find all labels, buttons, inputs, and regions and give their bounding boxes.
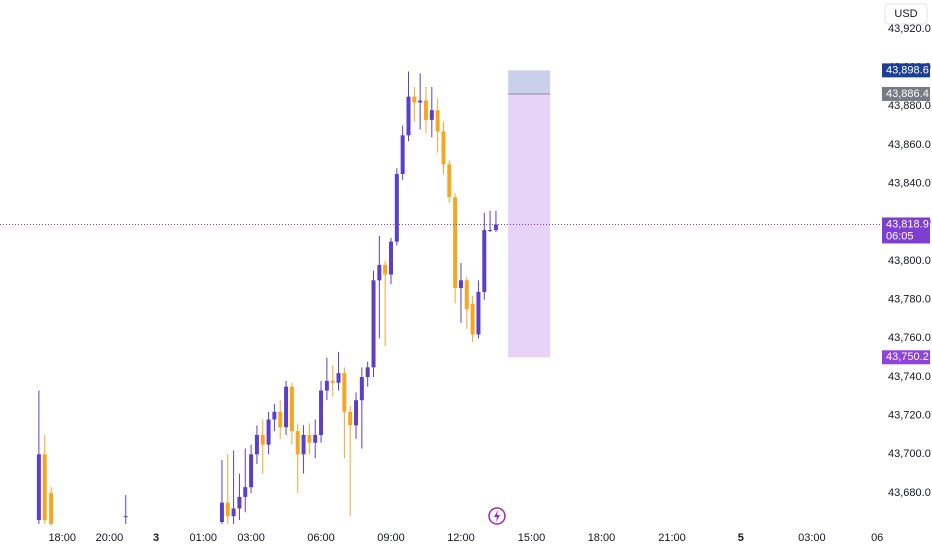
x-tick-label: 03:00: [798, 532, 826, 544]
replay-icon[interactable]: [488, 507, 506, 525]
price-label-bg: [882, 86, 930, 101]
y-tick-label: 43,680.0: [888, 487, 931, 499]
candle-body: [289, 386, 294, 432]
candle-body: [284, 386, 289, 428]
candle-body: [476, 291, 481, 335]
candle-body: [458, 280, 463, 289]
candle-body: [237, 496, 242, 509]
candle-body: [423, 100, 428, 120]
candle-body: [464, 280, 469, 310]
currency[interactable]: USD: [894, 8, 917, 20]
x-tick-label: 18:00: [48, 532, 76, 544]
candle-body: [406, 96, 411, 136]
candle-body: [354, 400, 359, 426]
candle-body: [36, 454, 41, 521]
x-tick-label: 12:00: [447, 532, 475, 544]
candle-body: [301, 435, 306, 455]
x-tick-label: 03:00: [237, 532, 265, 544]
x-tick-label: 06: [871, 532, 883, 544]
y-tick-label: 43,760.0: [888, 332, 931, 344]
candle-body: [272, 411, 277, 420]
price-label: 43,898.6: [886, 64, 929, 76]
candle-body: [394, 174, 399, 242]
candle-body: [383, 264, 388, 275]
candle-body: [254, 435, 259, 455]
price-label-bg: [882, 350, 930, 365]
candle-body: [319, 390, 324, 436]
candle-body: [313, 435, 318, 443]
target-zone: [508, 70, 551, 94]
y-tick-label: 43,800.0: [888, 255, 931, 267]
candle-body: [412, 96, 417, 103]
y-tick-label: 43,860.0: [888, 139, 931, 151]
price-label: 43,750.2: [886, 351, 929, 363]
stop-zone: [508, 93, 551, 358]
y-tick-label: 43,840.0: [888, 178, 931, 190]
candle-body: [429, 110, 434, 120]
candle-body: [400, 135, 405, 175]
x-tick-label: 5: [738, 532, 744, 544]
y-tick-label: 43,780.0: [888, 294, 931, 306]
candle-body: [482, 230, 487, 292]
countdown: 06:05: [886, 230, 914, 242]
candle-body: [307, 435, 312, 443]
candle-body: [243, 487, 248, 497]
candle-body: [278, 411, 283, 428]
x-tick-label: 18:00: [588, 532, 616, 544]
candle-body: [266, 419, 271, 445]
candle-body: [260, 435, 265, 445]
candle-body: [336, 373, 341, 383]
candle-body: [441, 131, 446, 165]
candle-body: [389, 241, 394, 275]
price-label: 43,886.4: [886, 88, 929, 100]
x-tick-label: 06:00: [307, 532, 335, 544]
y-tick-label: 43,880.0: [888, 100, 931, 112]
x-tick-label: 21:00: [658, 532, 686, 544]
candle-body: [225, 502, 230, 517]
candle-body: [42, 454, 47, 521]
candle-body: [377, 264, 382, 281]
candle-body: [493, 224, 498, 231]
candle-body: [231, 508, 236, 517]
price-label: 43,818.9: [886, 218, 929, 230]
candle-body: [348, 411, 353, 426]
currency-box[interactable]: [884, 3, 928, 25]
candle-body: [219, 502, 224, 523]
x-tick-label: 20:00: [96, 532, 124, 544]
y-tick-label: 43,740.0: [888, 371, 931, 383]
candle-body: [330, 380, 335, 383]
candle-body: [295, 431, 300, 455]
candle-body: [342, 373, 347, 412]
y-tick-label: 43,920.0: [888, 23, 931, 35]
candle-body: [365, 367, 370, 378]
candle-body: [123, 516, 128, 518]
candle-body: [435, 110, 440, 132]
candle-body: [418, 100, 423, 103]
candle-body: [470, 303, 475, 335]
candle-body: [249, 454, 254, 488]
candle-body: [324, 380, 329, 391]
candle-body: [371, 280, 376, 368]
candle-body: [359, 377, 364, 401]
price-label-bg: [882, 217, 930, 244]
candle-body: [488, 230, 493, 232]
price-label-bg: [882, 63, 930, 78]
candle-body: [49, 493, 54, 524]
candle-body: [447, 164, 452, 198]
candle-body: [453, 197, 458, 289]
x-tick-label: 15:00: [518, 532, 546, 544]
x-tick-label: 01:00: [190, 532, 218, 544]
y-tick-label: 43,720.0: [888, 410, 931, 422]
x-tick-label: 3: [153, 532, 159, 544]
y-tick-label: 43,700.0: [888, 448, 931, 460]
x-tick-label: 09:00: [377, 532, 405, 544]
